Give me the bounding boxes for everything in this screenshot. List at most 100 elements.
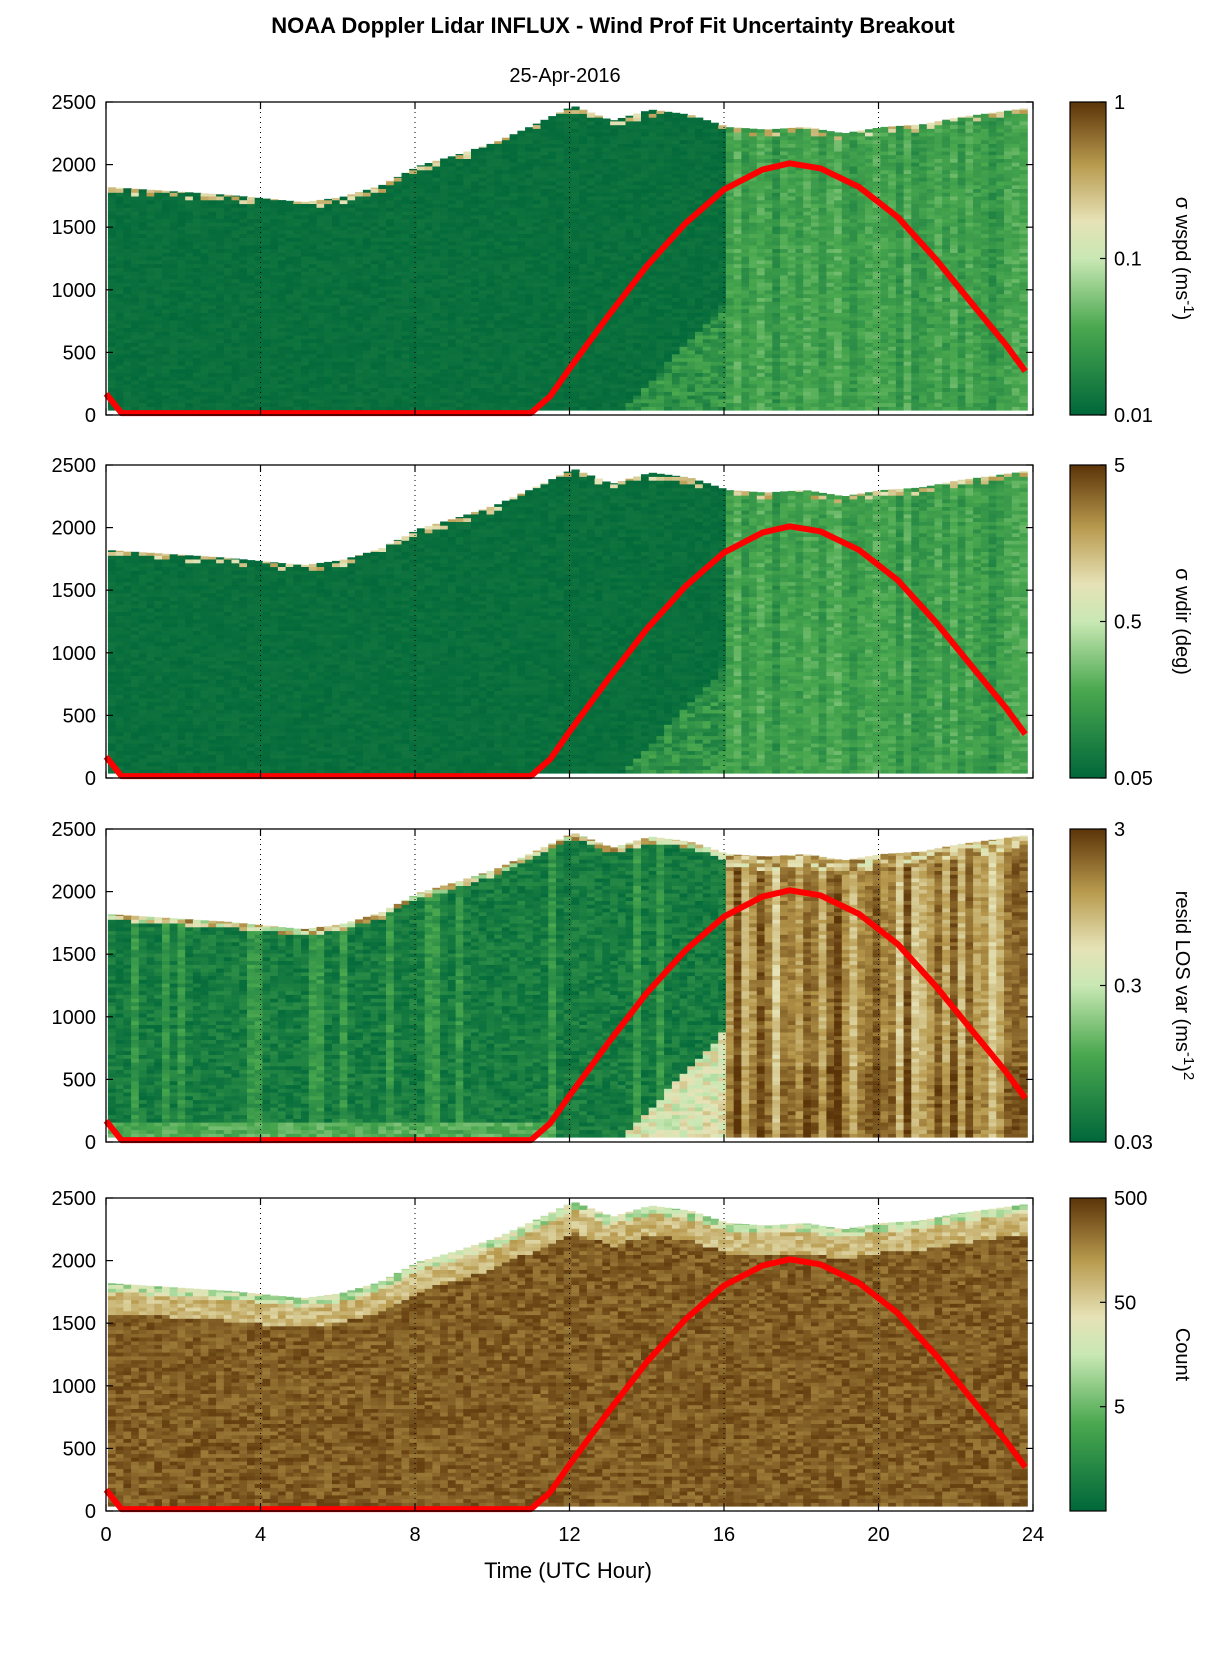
heatmap-cell	[447, 237, 457, 242]
heatmap-cell	[525, 379, 534, 385]
heatmap-cell	[617, 357, 627, 362]
heatmap-cell	[146, 323, 155, 328]
heatmap-cell	[162, 259, 171, 265]
heatmap-cell	[532, 271, 542, 276]
heatmap-cell	[247, 241, 256, 246]
heatmap-cell	[641, 372, 650, 377]
heatmap-cell	[223, 316, 233, 321]
heatmap-cell	[540, 387, 549, 392]
heatmap-cell	[586, 154, 596, 159]
heatmap-cell	[247, 361, 256, 366]
heatmap-cell	[223, 256, 233, 261]
heatmap-cell	[378, 289, 387, 295]
heatmap-cell	[432, 225, 441, 231]
heatmap-cell	[416, 398, 426, 404]
heatmap-cell	[556, 112, 565, 114]
heatmap-cell	[478, 368, 487, 374]
heatmap-cell	[262, 267, 271, 272]
heatmap-cell	[440, 323, 449, 328]
heatmap-cell	[548, 154, 557, 159]
heatmap-cell	[285, 379, 294, 385]
heatmap-cell	[247, 379, 256, 385]
heatmap-cell	[115, 327, 124, 332]
heatmap-cell	[416, 368, 426, 374]
heatmap-cell	[525, 323, 534, 328]
heatmap-cell	[501, 267, 511, 272]
heatmap-cell	[679, 128, 688, 133]
heatmap-cell	[131, 357, 140, 362]
heatmap-cell	[131, 353, 140, 359]
heatmap-cell	[563, 117, 572, 122]
heatmap-cell	[270, 368, 279, 374]
heatmap-cell	[208, 263, 217, 268]
heatmap-cell	[494, 346, 503, 351]
heatmap-cell	[532, 165, 542, 171]
heatmap-cell	[671, 274, 681, 280]
heatmap-cell	[355, 271, 364, 276]
heatmap-cell	[409, 199, 418, 205]
heatmap-cell	[602, 169, 611, 174]
heatmap-cell	[107, 263, 117, 268]
heatmap-cell	[347, 364, 356, 370]
heatmap-cell	[277, 286, 287, 291]
heatmap-cell	[594, 177, 603, 182]
heatmap-cell	[362, 233, 372, 238]
heatmap-cell	[177, 338, 186, 343]
heatmap-cell	[115, 233, 124, 238]
heatmap-cell	[656, 192, 665, 197]
heatmap-cell	[579, 372, 588, 377]
heatmap-cell	[169, 323, 178, 328]
heatmap-cell	[185, 304, 194, 310]
heatmap-cell	[409, 402, 418, 407]
heatmap-cell	[501, 199, 511, 205]
heatmap-cell	[563, 188, 572, 193]
heatmap-cell	[478, 338, 487, 343]
heatmap-cell	[247, 282, 256, 287]
heatmap-cell	[254, 207, 263, 212]
heatmap-cell	[270, 338, 279, 343]
heatmap-cell	[641, 173, 650, 178]
heatmap-cell	[679, 338, 688, 343]
heatmap-cell	[138, 192, 148, 197]
heatmap-cell	[656, 301, 665, 306]
heatmap-cell	[216, 199, 225, 205]
heatmap-cell	[625, 301, 634, 306]
heatmap-cell	[254, 282, 263, 287]
heatmap-cell	[540, 214, 549, 220]
heatmap-cell	[671, 154, 681, 159]
heatmap-cell	[648, 214, 657, 220]
heatmap-cell	[641, 316, 650, 321]
heatmap-cell	[231, 244, 240, 250]
heatmap-cell	[478, 248, 487, 253]
heatmap-cell	[641, 237, 650, 242]
heatmap-cell	[571, 241, 580, 246]
heatmap-cell	[610, 357, 619, 362]
heatmap-cell	[192, 323, 202, 328]
heatmap-cell	[571, 387, 580, 392]
heatmap-cell	[370, 312, 379, 317]
heatmap-cell	[247, 244, 256, 250]
heatmap-cell	[386, 293, 395, 298]
heatmap-cell	[347, 372, 356, 377]
heatmap-cell	[556, 308, 565, 313]
heatmap-cell	[138, 368, 148, 374]
heatmap-cell	[447, 218, 457, 223]
heatmap-cell	[509, 293, 518, 298]
heatmap-cell	[393, 353, 403, 359]
heatmap-cell	[301, 271, 310, 276]
heatmap-cell	[301, 297, 310, 302]
heatmap-cell	[509, 282, 518, 287]
heatmap-cell	[401, 218, 410, 223]
heatmap-cell	[602, 225, 611, 231]
heatmap-cell	[339, 229, 348, 235]
heatmap-cell	[362, 267, 372, 272]
heatmap-cell	[254, 214, 263, 220]
heatmap-cell	[556, 192, 565, 197]
heatmap-cell	[532, 398, 542, 404]
heatmap-cell	[262, 248, 271, 253]
heatmap-cell	[107, 274, 117, 280]
heatmap-cell	[540, 364, 549, 370]
heatmap-cell	[123, 267, 132, 272]
heatmap-cell	[602, 214, 611, 220]
heatmap-cell	[556, 214, 565, 220]
